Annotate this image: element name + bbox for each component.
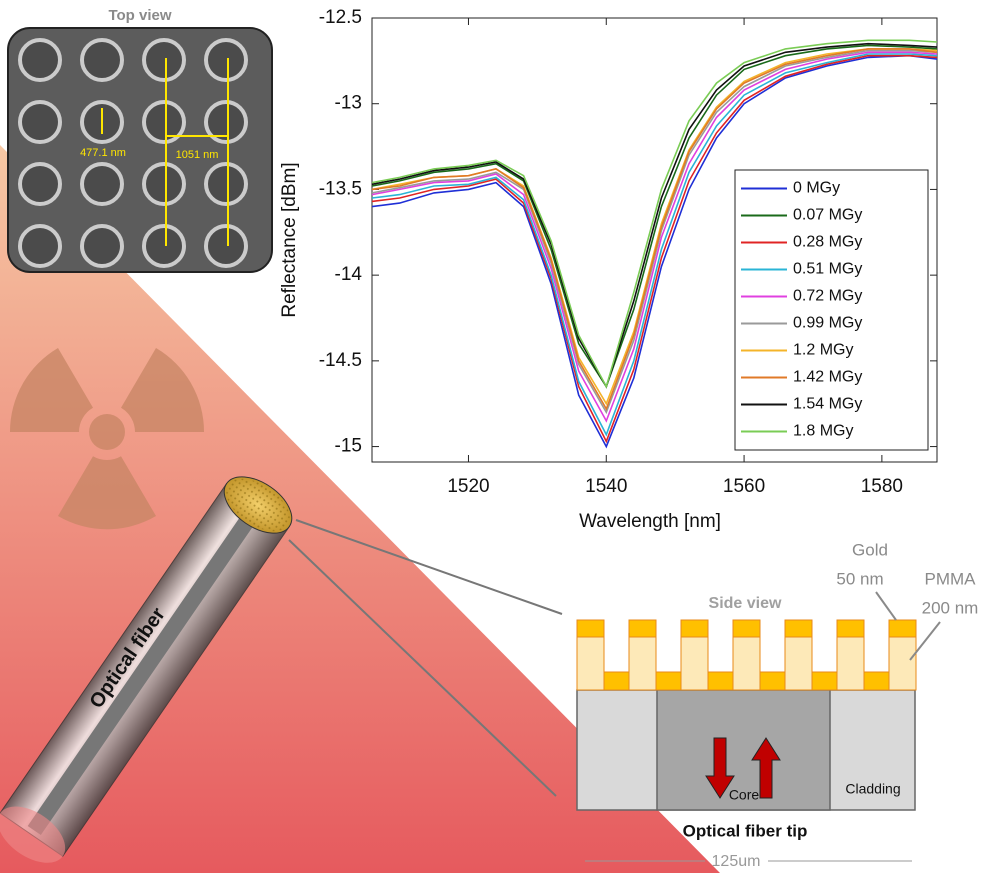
hole bbox=[82, 226, 122, 266]
hole bbox=[20, 102, 60, 142]
pointer bbox=[876, 592, 896, 620]
hole bbox=[82, 164, 122, 204]
page: {"chart_data":{"type":"line","xlabel":"W… bbox=[0, 0, 996, 873]
y-tick-label: -14 bbox=[335, 264, 363, 285]
legend-label: 0.51 MGy bbox=[793, 261, 862, 278]
chart: Wavelength [nm] Reflectance [dBm] -12.5 -… bbox=[279, 7, 937, 532]
gold-cap bbox=[681, 620, 708, 637]
legend-label: 0.07 MGy bbox=[793, 207, 862, 224]
legend-label: 1.2 MGy bbox=[793, 342, 853, 359]
cladding-label: Cladding bbox=[845, 781, 900, 797]
scale-label: 125um bbox=[712, 853, 761, 870]
legend-label: 1.54 MGy bbox=[793, 396, 862, 413]
gold-cap bbox=[785, 620, 812, 637]
hole bbox=[144, 226, 184, 266]
figure: Top view 477.1 nm 1051 nm Optical fiber … bbox=[0, 0, 996, 873]
legend-label: 1.42 MGy bbox=[793, 369, 862, 386]
hole bbox=[206, 164, 246, 204]
gold-cap bbox=[629, 620, 656, 637]
tip-title: Optical fiber tip bbox=[683, 821, 808, 840]
y-tick-label: -15 bbox=[335, 436, 362, 457]
x-tick-label: 1560 bbox=[723, 476, 765, 497]
pmma-label: PMMA bbox=[925, 569, 977, 588]
x-tick-label: 1580 bbox=[861, 476, 903, 497]
y-tick-label: -13.5 bbox=[319, 178, 362, 199]
hole bbox=[144, 164, 184, 204]
hole bbox=[20, 40, 60, 80]
gold-cap bbox=[577, 620, 604, 637]
diameter-label: 477.1 nm bbox=[80, 147, 126, 159]
x-axis-label: Wavelength [nm] bbox=[579, 511, 721, 532]
core-label: Core bbox=[729, 787, 760, 803]
gold-cap bbox=[733, 620, 760, 637]
hole bbox=[20, 226, 60, 266]
gold-thickness: 50 nm bbox=[836, 569, 883, 588]
y-tick-label: -12.5 bbox=[319, 7, 362, 28]
hole bbox=[82, 40, 122, 80]
legend-label: 0.28 MGy bbox=[793, 234, 862, 251]
legend-label: 0.99 MGy bbox=[793, 315, 862, 332]
gold-cap bbox=[837, 620, 864, 637]
x-tick-label: 1540 bbox=[585, 476, 627, 497]
x-tick-label: 1520 bbox=[447, 476, 489, 497]
y-axis-label: Reflectance [dBm] bbox=[279, 162, 300, 317]
legend-label: 0 MGy bbox=[793, 180, 840, 197]
side-view-title: Side view bbox=[709, 595, 782, 612]
top-view-title: Top view bbox=[108, 7, 171, 24]
period-label: 1051 nm bbox=[176, 149, 219, 161]
hole bbox=[206, 40, 246, 80]
hole bbox=[144, 40, 184, 80]
y-tick-label: -14.5 bbox=[319, 350, 362, 371]
gold-cap bbox=[889, 620, 916, 637]
y-tick-label: -13 bbox=[335, 93, 362, 114]
pmma-thickness: 200 nm bbox=[922, 598, 979, 617]
hole bbox=[206, 226, 246, 266]
gold-label: Gold bbox=[852, 540, 888, 559]
legend-label: 0.72 MGy bbox=[793, 288, 862, 305]
legend-label: 1.8 MGy bbox=[793, 423, 853, 440]
hole bbox=[20, 164, 60, 204]
sem-image bbox=[8, 28, 272, 272]
